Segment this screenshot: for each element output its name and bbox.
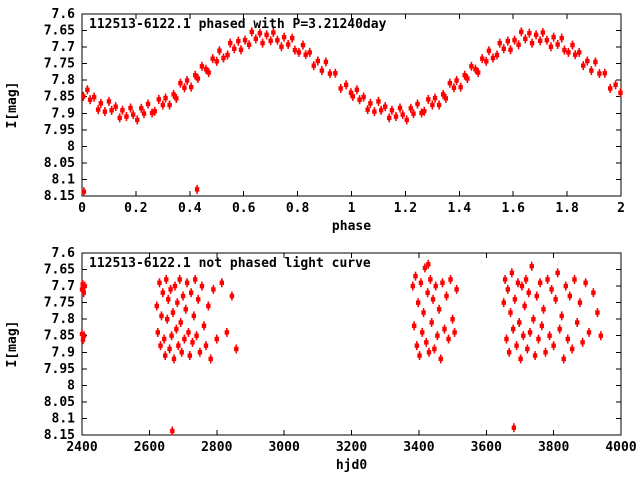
- y-tick-label: 7.75: [44, 57, 75, 72]
- x-tick-label: 3200: [336, 440, 367, 455]
- y-tick-label: 7.9: [52, 345, 75, 360]
- y-tick-label: 7.65: [44, 263, 75, 278]
- y-tick-label: 7.6: [52, 246, 76, 261]
- chart-title: 112513-6122.1 not phased light curve: [89, 256, 371, 271]
- axis-ticks: [81, 13, 622, 197]
- x-tick-label: 3000: [268, 440, 299, 455]
- y-tick-label: 7.85: [44, 90, 75, 105]
- x-tick-label: 3600: [471, 440, 502, 455]
- y-tick-label: 8: [67, 378, 75, 393]
- x-tick-label: 1.8: [555, 201, 579, 216]
- y-axis-label: I[mag]: [5, 82, 20, 129]
- y-tick-label: 7.75: [44, 296, 75, 311]
- x-tick-label: 1: [348, 201, 356, 216]
- x-tick-label: 2: [617, 201, 625, 216]
- y-tick-label: 7.7: [52, 279, 75, 294]
- x-tick-label: 0: [78, 201, 86, 216]
- y-tick-label: 7.9: [52, 106, 75, 121]
- x-tick-label: 0.4: [178, 201, 202, 216]
- x-tick-label: 4000: [605, 440, 636, 455]
- y-tick-label: 8: [67, 139, 75, 154]
- x-tick-label: 2800: [201, 440, 232, 455]
- y-tick-label: 7.8: [52, 73, 76, 88]
- unphased-light-curve-chart: 2400 2600 2800 3000 3200 3400 3600 3800 4000 7.6 7…: [5, 246, 637, 473]
- y-tick-label: 7.95: [44, 123, 75, 138]
- y-tick-label: 7.65: [44, 24, 75, 39]
- x-tick-label: 3800: [538, 440, 569, 455]
- x-tick-label: 0.6: [232, 201, 256, 216]
- x-tick-label: 1.2: [394, 201, 417, 216]
- y-axis-label: I[mag]: [5, 321, 20, 368]
- y-tick-label: 7.95: [44, 362, 75, 377]
- y-tick-label: 8.1: [52, 411, 76, 426]
- x-tick-label: 2600: [134, 440, 165, 455]
- x-axis-label: hjd0: [336, 458, 367, 473]
- x-tick-label: 2400: [66, 440, 97, 455]
- y-tick-label: 8.05: [44, 156, 75, 171]
- phased-light-curve-chart: 0 0.2 0.4 0.6 0.8 1 1.2 1.4 1.6 1.8 2 7.6 7.657.7 7.7…: [5, 7, 625, 234]
- y-tick-label: 8.15: [44, 189, 75, 204]
- x-tick-label: 3400: [403, 440, 434, 455]
- data-points: [81, 27, 623, 197]
- x-tick-label: 0.2: [124, 201, 147, 216]
- axis-tick-labels: 0 0.2 0.4 0.6 0.8 1 1.2 1.4 1.6 1.8 2 7.6 7.657.7 7.7…: [44, 7, 625, 216]
- y-tick-label: 8.1: [52, 172, 76, 187]
- axis-tick-labels: 2400 2600 2800 3000 3200 3400 3600 3800 4000 7.6 7…: [44, 246, 637, 455]
- y-tick-label: 8.15: [44, 428, 75, 443]
- y-tick-label: 7.8: [52, 312, 76, 327]
- x-tick-label: 1.4: [448, 201, 472, 216]
- data-points: [79, 259, 603, 436]
- x-tick-label: 0.8: [286, 201, 310, 216]
- y-tick-label: 8.05: [44, 395, 75, 410]
- y-tick-label: 7.6: [52, 7, 76, 22]
- y-tick-label: 7.7: [52, 40, 75, 55]
- y-tick-label: 7.85: [44, 329, 75, 344]
- chart-title: 112513-6122.1 phased with P=3.21240day: [89, 17, 387, 32]
- x-tick-label: 1.6: [501, 201, 525, 216]
- x-axis-label: phase: [332, 219, 371, 234]
